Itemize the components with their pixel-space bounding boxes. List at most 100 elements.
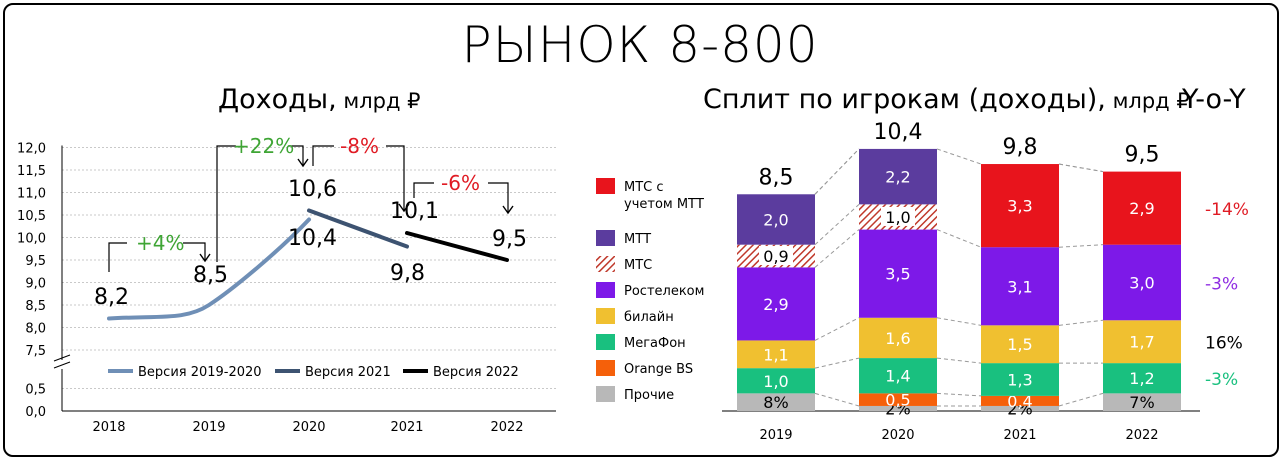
segment-label: 3,1 — [1007, 277, 1032, 296]
growth-annotation: +22% — [233, 134, 294, 158]
y-tick-label: 0,5 — [25, 383, 46, 398]
segment-label: 3,3 — [1007, 197, 1032, 216]
growth-bracket — [488, 182, 509, 213]
bar-segment — [1103, 363, 1181, 394]
segment-label: 1,4 — [885, 367, 910, 386]
legend-label: учетом МТТ — [624, 197, 704, 212]
yoy-title: Y-o-Y — [1182, 84, 1246, 115]
right-title-text: Сплит по игрокам (доходы), — [703, 84, 1106, 115]
legend-swatch — [596, 282, 615, 298]
connector-line — [814, 229, 860, 268]
x-tick-label: 2020 — [881, 428, 914, 443]
x-tick-label: 2021 — [390, 420, 423, 435]
bar-segment — [859, 317, 937, 359]
y-tick-label: 10,0 — [17, 232, 46, 247]
bar-segment — [859, 405, 937, 411]
bar-segment — [859, 393, 937, 406]
yoy-label: -3% — [1205, 370, 1238, 390]
axis-break-mark — [53, 361, 71, 369]
connector-line — [814, 392, 860, 407]
right-chart-title: Сплит по игрокам (доходы), млрд ₽ — [703, 84, 1190, 115]
segment-label: 0,5 — [885, 391, 910, 410]
y-tick-label: 12,0 — [17, 142, 46, 157]
data-label: 9,5 — [492, 227, 527, 252]
legend-label: Orange BS — [624, 362, 693, 377]
growth-bracket — [288, 145, 304, 166]
connector-line — [814, 148, 860, 195]
x-tick-label: 2022 — [490, 420, 523, 435]
legend-label: Версия 2019-2020 — [138, 365, 262, 380]
segment-label: 0,4 — [1007, 392, 1032, 411]
bar-segment — [737, 267, 815, 341]
x-tick-label: 2018 — [92, 420, 125, 435]
segment-label: 7% — [1129, 393, 1154, 412]
bar-segment — [859, 358, 937, 394]
bar-segment — [1103, 244, 1181, 321]
y-tick-label: 11,5 — [17, 164, 46, 179]
growth-bracket — [312, 145, 334, 166]
series-line-2022 — [405, 231, 509, 262]
legend-swatch — [596, 334, 615, 350]
data-label: 10,6 — [288, 177, 337, 202]
legend-label: МегаФон — [624, 336, 686, 351]
legend-label: Версия 2022 — [433, 365, 519, 380]
arrow-head — [297, 158, 309, 168]
legend-label: Прочие — [624, 388, 674, 403]
series-line-2021 — [307, 208, 409, 249]
connector-line — [936, 357, 982, 364]
connector-line — [814, 203, 860, 246]
connector-line — [936, 229, 982, 248]
legend-label: МТТ — [624, 232, 651, 247]
connector-line — [814, 317, 860, 341]
segment-label: 1,7 — [1129, 333, 1154, 352]
bar-total-label: 8,5 — [759, 165, 794, 190]
bar-segment — [859, 229, 937, 318]
chart-frame — [3, 3, 1279, 457]
connector-line — [936, 317, 982, 326]
legend-label: Ростелеком — [624, 284, 704, 299]
growth-annotation: -6% — [441, 171, 480, 195]
bar-segment — [1103, 320, 1181, 364]
right-title-unit: млрд ₽ — [1105, 89, 1190, 113]
growth-bracket — [183, 242, 206, 261]
x-tick-label: 2022 — [1125, 428, 1158, 443]
page-title: РЫНОК 8-800 — [461, 16, 819, 74]
data-label: 9,8 — [390, 261, 425, 286]
bar-segment — [981, 164, 1059, 248]
connector-line — [1058, 319, 1104, 326]
bar-segment — [737, 340, 815, 369]
bar-total-label: 9,5 — [1125, 143, 1160, 168]
data-label: 10,4 — [288, 226, 337, 251]
segment-label-bg — [881, 206, 915, 226]
left-chart-title: Доходы, млрд ₽ — [218, 84, 421, 115]
segment-label: 2,2 — [885, 168, 910, 187]
bar-segment — [981, 247, 1059, 326]
segment-label: 3,5 — [885, 265, 910, 284]
legend-swatch — [596, 308, 615, 324]
yoy-label: -3% — [1205, 274, 1238, 294]
connector-line — [1058, 244, 1104, 248]
segment-label: 8% — [763, 393, 788, 412]
segment-label: 1,0 — [763, 372, 788, 391]
growth-bracket — [386, 145, 405, 211]
bar-segment — [737, 393, 815, 411]
segment-label: 1,2 — [1129, 369, 1154, 388]
bar-segment — [737, 194, 815, 245]
arrow-head — [502, 205, 514, 215]
x-tick-label: 2019 — [759, 428, 792, 443]
bar-segment — [981, 395, 1059, 406]
connector-line — [936, 392, 982, 397]
x-tick-label: 2019 — [192, 420, 225, 435]
x-tick-label: 2021 — [1003, 428, 1036, 443]
data-label: 8,5 — [193, 263, 228, 288]
y-tick-label: 0,0 — [25, 405, 46, 420]
segment-label: 1,5 — [1007, 335, 1032, 354]
connector-line — [936, 148, 982, 165]
connector-line — [1058, 392, 1104, 407]
bar-segment — [737, 368, 815, 394]
legend-swatch — [596, 360, 615, 376]
growth-bracket — [413, 182, 434, 198]
axis-break-gap — [54, 360, 68, 369]
